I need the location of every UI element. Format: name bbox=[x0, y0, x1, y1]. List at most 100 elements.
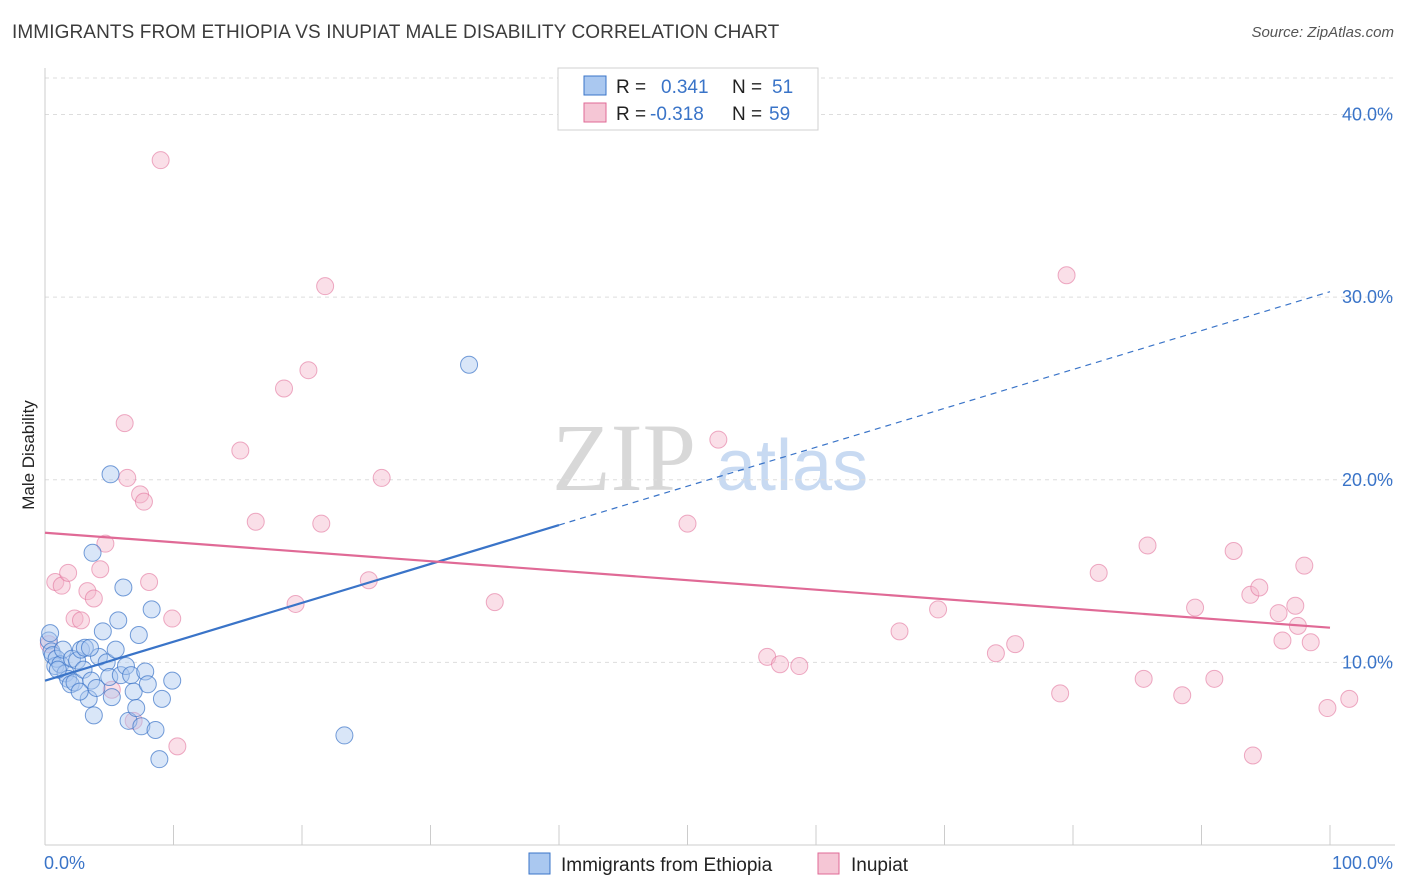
inupiat-point bbox=[709, 430, 728, 449]
legend-n-value-2: 59 bbox=[769, 104, 790, 125]
y-tick-label: 20.0% bbox=[1342, 470, 1393, 490]
ethiopia-point bbox=[142, 600, 161, 619]
inupiat-point bbox=[1301, 633, 1320, 652]
bottom-legend-swatch-pink bbox=[817, 852, 840, 875]
trend-lines bbox=[44, 291, 1331, 682]
inupiat-trend bbox=[44, 531, 1331, 629]
ethiopia-trend-solid bbox=[44, 523, 560, 682]
ethiopia-point bbox=[70, 682, 89, 701]
legend-n-label-2: N = bbox=[732, 104, 762, 125]
inupiat-point bbox=[790, 657, 809, 676]
inupiat-point bbox=[151, 151, 170, 170]
inupiat-point bbox=[231, 441, 250, 460]
axes bbox=[44, 68, 1395, 846]
inupiat-point bbox=[1186, 598, 1205, 617]
inupiat-point bbox=[1057, 266, 1076, 285]
y-tick-label: 40.0% bbox=[1342, 105, 1393, 125]
tick-labels: 10.0% 20.0% 30.0% 40.0% 0.0% 100.0% bbox=[44, 105, 1393, 873]
inupiat-point bbox=[118, 468, 137, 487]
ethiopia-point bbox=[129, 625, 148, 644]
ethiopia-point bbox=[83, 543, 102, 562]
chart-title: IMMIGRANTS FROM ETHIOPIA VS INUPIAT MALE… bbox=[12, 22, 780, 43]
inupiat-point bbox=[140, 573, 159, 592]
inupiat-point bbox=[1173, 686, 1192, 705]
ethiopia-point bbox=[39, 631, 58, 650]
ethiopia-point bbox=[75, 638, 94, 657]
inupiat-point bbox=[78, 582, 97, 601]
series-legend: Immigrants from Ethiopia Inupiat bbox=[528, 852, 909, 876]
inupiat-point bbox=[1269, 604, 1288, 623]
ethiopia-point bbox=[48, 660, 67, 679]
inupiat-point bbox=[678, 514, 697, 533]
legend-r-value-1: 0.341 bbox=[661, 77, 709, 98]
inupiat-point bbox=[771, 655, 790, 674]
ethiopia-point bbox=[163, 671, 182, 690]
bottom-legend-inupiat: Inupiat bbox=[851, 855, 909, 876]
legend-r-value-2: -0.318 bbox=[650, 104, 704, 125]
y-tick-label: 30.0% bbox=[1342, 287, 1393, 307]
watermark-atlas: atlas bbox=[716, 426, 868, 506]
inupiat-point bbox=[1273, 631, 1292, 650]
inupiat-point bbox=[1243, 746, 1262, 765]
inupiat-point bbox=[1295, 556, 1314, 575]
ethiopia-point bbox=[114, 578, 133, 597]
ethiopia-point bbox=[132, 717, 151, 736]
inupiat-point bbox=[168, 737, 187, 756]
inupiat-point bbox=[59, 563, 78, 582]
inupiat-point bbox=[1006, 635, 1025, 654]
inupiat-point bbox=[275, 379, 294, 398]
ethiopia-point bbox=[53, 640, 72, 659]
inupiat-point bbox=[84, 589, 103, 608]
y-axis-label: Male Disability bbox=[19, 400, 38, 510]
inupiat-point bbox=[115, 414, 134, 433]
inupiat-point bbox=[316, 277, 335, 296]
ethiopia-point bbox=[111, 666, 130, 685]
ethiopia-point bbox=[335, 726, 354, 745]
bottom-legend-swatch-blue bbox=[528, 852, 551, 875]
inupiat-point bbox=[986, 644, 1005, 663]
inupiat-point bbox=[1051, 684, 1070, 703]
x-tick-label-min: 0.0% bbox=[44, 853, 85, 873]
inupiat-point bbox=[1241, 585, 1260, 604]
inupiat-point bbox=[71, 611, 90, 630]
inupiat-point bbox=[91, 560, 110, 579]
ethiopia-point bbox=[41, 624, 60, 643]
ethiopia-point bbox=[460, 355, 479, 374]
correlation-legend: R = 0.341 N = 51 R = -0.318 N = 59 bbox=[557, 67, 819, 131]
ethiopia-point bbox=[116, 657, 135, 676]
ethiopia-point bbox=[84, 706, 103, 725]
legend-swatch-blue bbox=[583, 75, 607, 96]
inupiat-point bbox=[1224, 541, 1243, 560]
inupiat-point bbox=[372, 468, 391, 487]
inupiat-point bbox=[485, 593, 504, 612]
ethiopia-point bbox=[152, 689, 171, 708]
ethiopia-point bbox=[101, 465, 120, 484]
ethiopia-points bbox=[39, 355, 479, 769]
inupiat-point bbox=[1286, 596, 1305, 615]
inupiat-point bbox=[134, 492, 153, 511]
ethiopia-point bbox=[127, 699, 146, 718]
ethiopia-point bbox=[100, 667, 119, 686]
gridlines bbox=[45, 77, 1395, 663]
ethiopia-point bbox=[80, 638, 99, 657]
ethiopia-point bbox=[106, 640, 125, 659]
ethiopia-point bbox=[109, 611, 128, 630]
inupiat-points bbox=[39, 151, 1359, 765]
inupiat-point bbox=[1250, 578, 1269, 597]
inupiat-point bbox=[1089, 563, 1108, 582]
legend-r-label-1: R = bbox=[616, 77, 646, 98]
bottom-legend-ethiopia: Immigrants from Ethiopia bbox=[561, 855, 773, 876]
legend-n-value-1: 51 bbox=[772, 77, 793, 98]
x-tick-label-max: 100.0% bbox=[1332, 853, 1393, 873]
inupiat-point bbox=[1318, 699, 1337, 718]
inupiat-point bbox=[65, 609, 84, 628]
inupiat-point bbox=[890, 622, 909, 641]
ethiopia-point bbox=[138, 675, 157, 694]
inupiat-point bbox=[312, 514, 331, 533]
legend-n-label-1: N = bbox=[732, 77, 762, 98]
legend-swatch-pink bbox=[583, 102, 607, 123]
inupiat-point bbox=[96, 534, 115, 553]
watermark-zip: ZIP bbox=[552, 404, 696, 511]
legend-r-label-2: R = bbox=[616, 104, 646, 125]
